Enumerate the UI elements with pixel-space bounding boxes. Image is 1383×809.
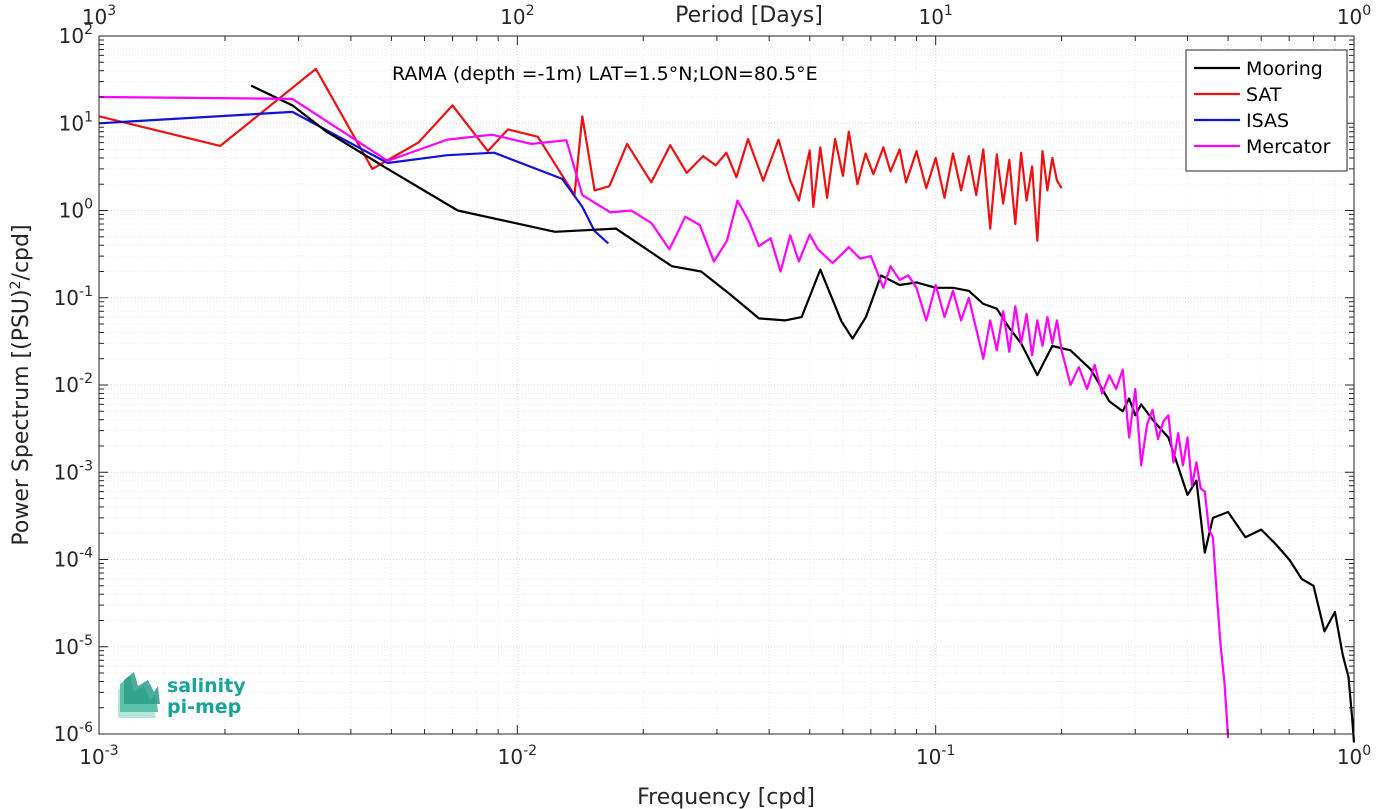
legend-box [1185,49,1348,172]
y-tick-label: 10-5 [54,633,93,659]
y-axis-label: Power Spectrum [(PSU)2/cpd] [8,224,34,545]
chart-annotation: RAMA (depth =-1m) LAT=1.5°N;LON=80.5°E [392,63,818,85]
x-tick-label: 100 [1337,743,1371,769]
legend-label-mooring: Mooring [1246,58,1323,80]
legend-items: Mooring SAT ISAS Mercator [1194,58,1331,158]
x-tick-label: 10-3 [79,743,118,769]
tick-marks [98,36,1354,735]
y-tick-label: 10-6 [54,720,94,746]
x-tick-label: 10-1 [916,743,955,769]
top-tick-label: 100 [1337,3,1371,29]
top-tick-label: 102 [500,3,534,29]
series-line-mercator [98,95,1230,739]
y-tick-label: 10-2 [54,371,93,397]
y-axis-label-tail: /cpd] [9,224,34,280]
y-tick-label: 102 [59,22,93,48]
series-layer [98,67,1356,743]
series-line-sat [98,67,1063,242]
x-axis-label: Frequency [cpd] [637,785,815,809]
y-axis-label-sup: 2 [8,280,24,289]
top-tick-label: 103 [82,3,116,29]
salinity-pi-mep-logo: salinity pi-mep [118,672,246,718]
y-tick-label: 101 [59,109,93,135]
logo-line-1: salinity [167,675,246,697]
y-tick-label: 100 [59,197,93,223]
y-tick-label: 10-3 [54,458,93,484]
y-tick-label: 10-1 [54,284,93,310]
legend-label-isas: ISAS [1246,110,1289,132]
logo-line-2: pi-mep [167,696,241,718]
y-axis-label-main: Power Spectrum [(PSU) [9,289,34,545]
top-axis-label: Period [Days] [675,3,823,28]
legend-label-mercator: Mercator [1246,136,1331,158]
y-tick-label: 10-4 [54,546,94,572]
logo-mark-icon [118,672,160,718]
tick-labels: 10-3 10-2 10-1 100 10-6 10-5 10-4 10-3 10-2 10-1 1… [54,3,1372,769]
x-tick-label: 10-2 [498,743,537,769]
grid-lines [98,36,1354,735]
legend: Mooring SAT ISAS Mercator [1185,49,1348,172]
top-tick-label: 101 [918,3,952,29]
legend-label-sat: SAT [1246,84,1282,106]
series-line-mooring [250,84,1356,743]
